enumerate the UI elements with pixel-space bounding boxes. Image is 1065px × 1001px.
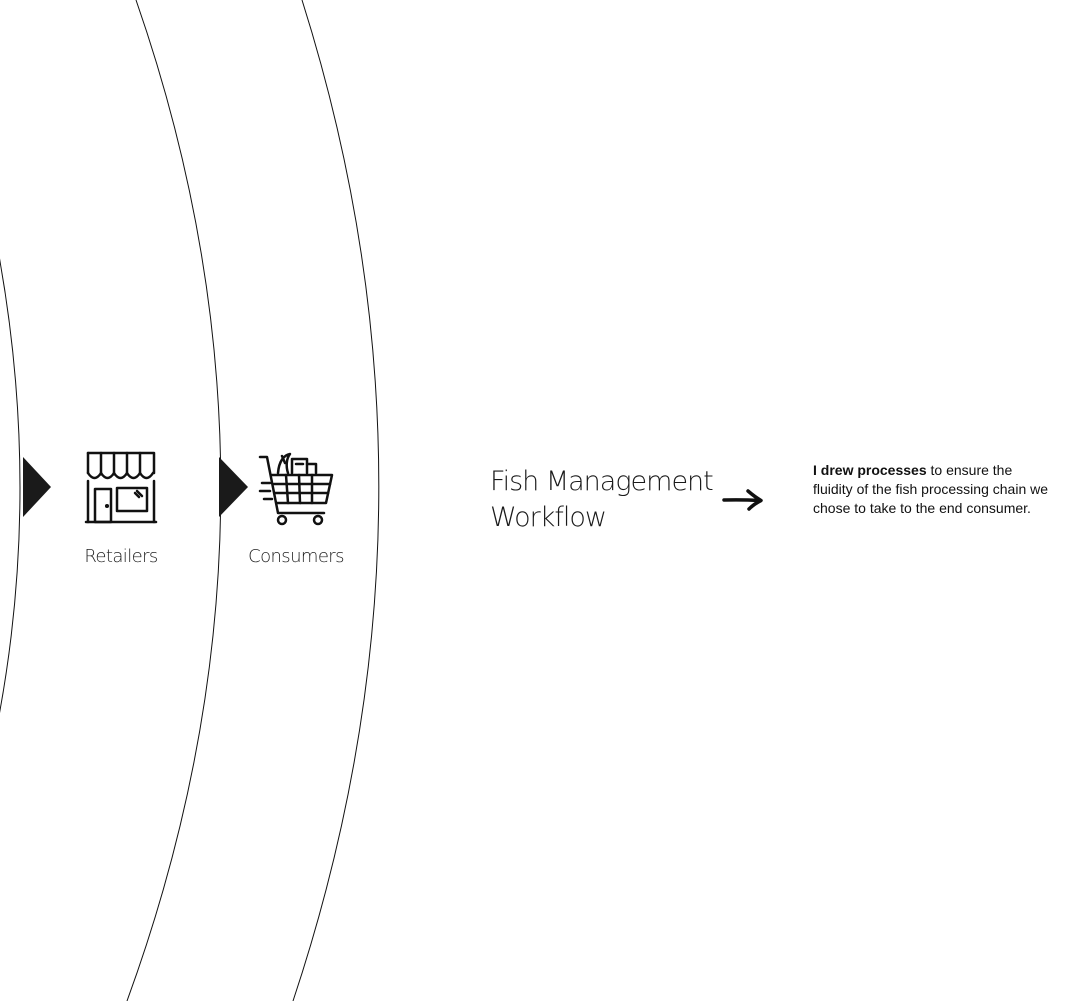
title-line-2: Workflow [490,502,607,533]
stage-label-retailers: Retailers [84,546,158,567]
stage-label-consumers: Consumers [248,546,344,567]
description-rest: to ensure the fluidity of the fish proce… [813,462,1049,516]
arc-line-1 [0,258,21,714]
arc-line-3 [292,0,380,1001]
shopping-cart-icon [258,451,336,527]
description-text: I drew processes to ensure the fluidity … [813,461,1048,518]
title-line-1: Fish Management [490,466,714,497]
stage-marker-1 [23,457,51,517]
arrow-right-icon [722,486,764,514]
description-bold: I drew processes [813,462,927,478]
store-icon [84,451,160,527]
page-title: Fish Management Workflow [490,464,720,536]
stage-marker-2 [219,457,248,517]
